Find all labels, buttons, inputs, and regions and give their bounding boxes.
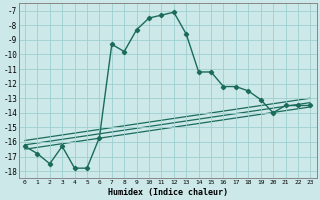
X-axis label: Humidex (Indice chaleur): Humidex (Indice chaleur) xyxy=(108,188,228,197)
